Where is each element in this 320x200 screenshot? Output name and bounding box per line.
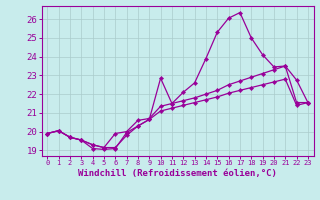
X-axis label: Windchill (Refroidissement éolien,°C): Windchill (Refroidissement éolien,°C) (78, 169, 277, 178)
